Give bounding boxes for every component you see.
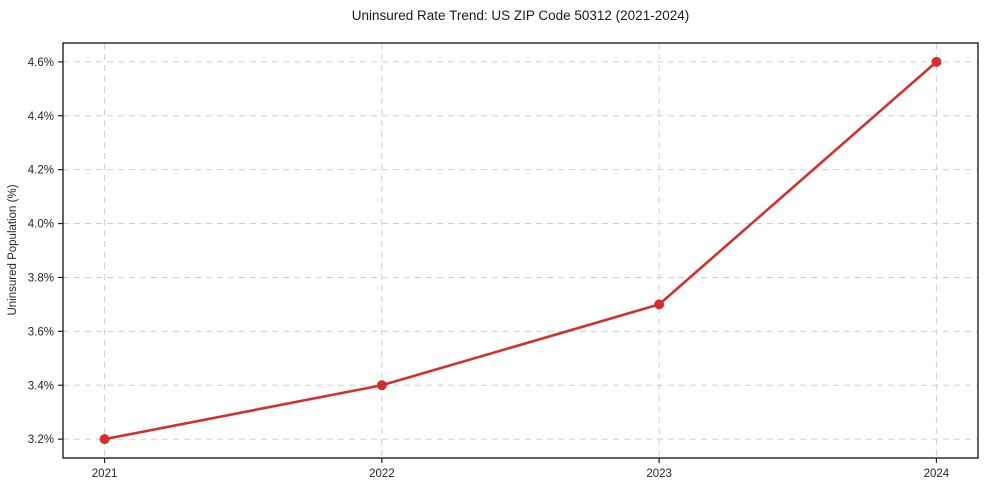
x-tick-label: 2024 [924, 468, 950, 480]
y-tick-label: 3.2% [28, 434, 54, 446]
trend-line [103, 60, 938, 441]
y-tick-label: 3.8% [28, 272, 54, 284]
y-tick-label: 4.6% [28, 57, 54, 69]
y-tick-label: 4.0% [28, 219, 54, 231]
data-point [99, 434, 110, 445]
data-point [376, 380, 387, 391]
plot-border [62, 42, 979, 459]
x-tick-label: 2023 [646, 468, 672, 480]
data-point [654, 299, 665, 310]
y-tick-label: 4.2% [28, 165, 54, 177]
x-tick-label: 2022 [369, 468, 395, 480]
y-tick-label: 3.4% [28, 380, 54, 392]
y-tick-label: 4.4% [28, 111, 54, 123]
chart-title: Uninsured Rate Trend: US ZIP Code 50312 … [351, 8, 690, 23]
y-tick-label: 3.6% [28, 326, 54, 338]
data-point [931, 56, 942, 67]
x-tick-label: 2021 [92, 468, 118, 480]
